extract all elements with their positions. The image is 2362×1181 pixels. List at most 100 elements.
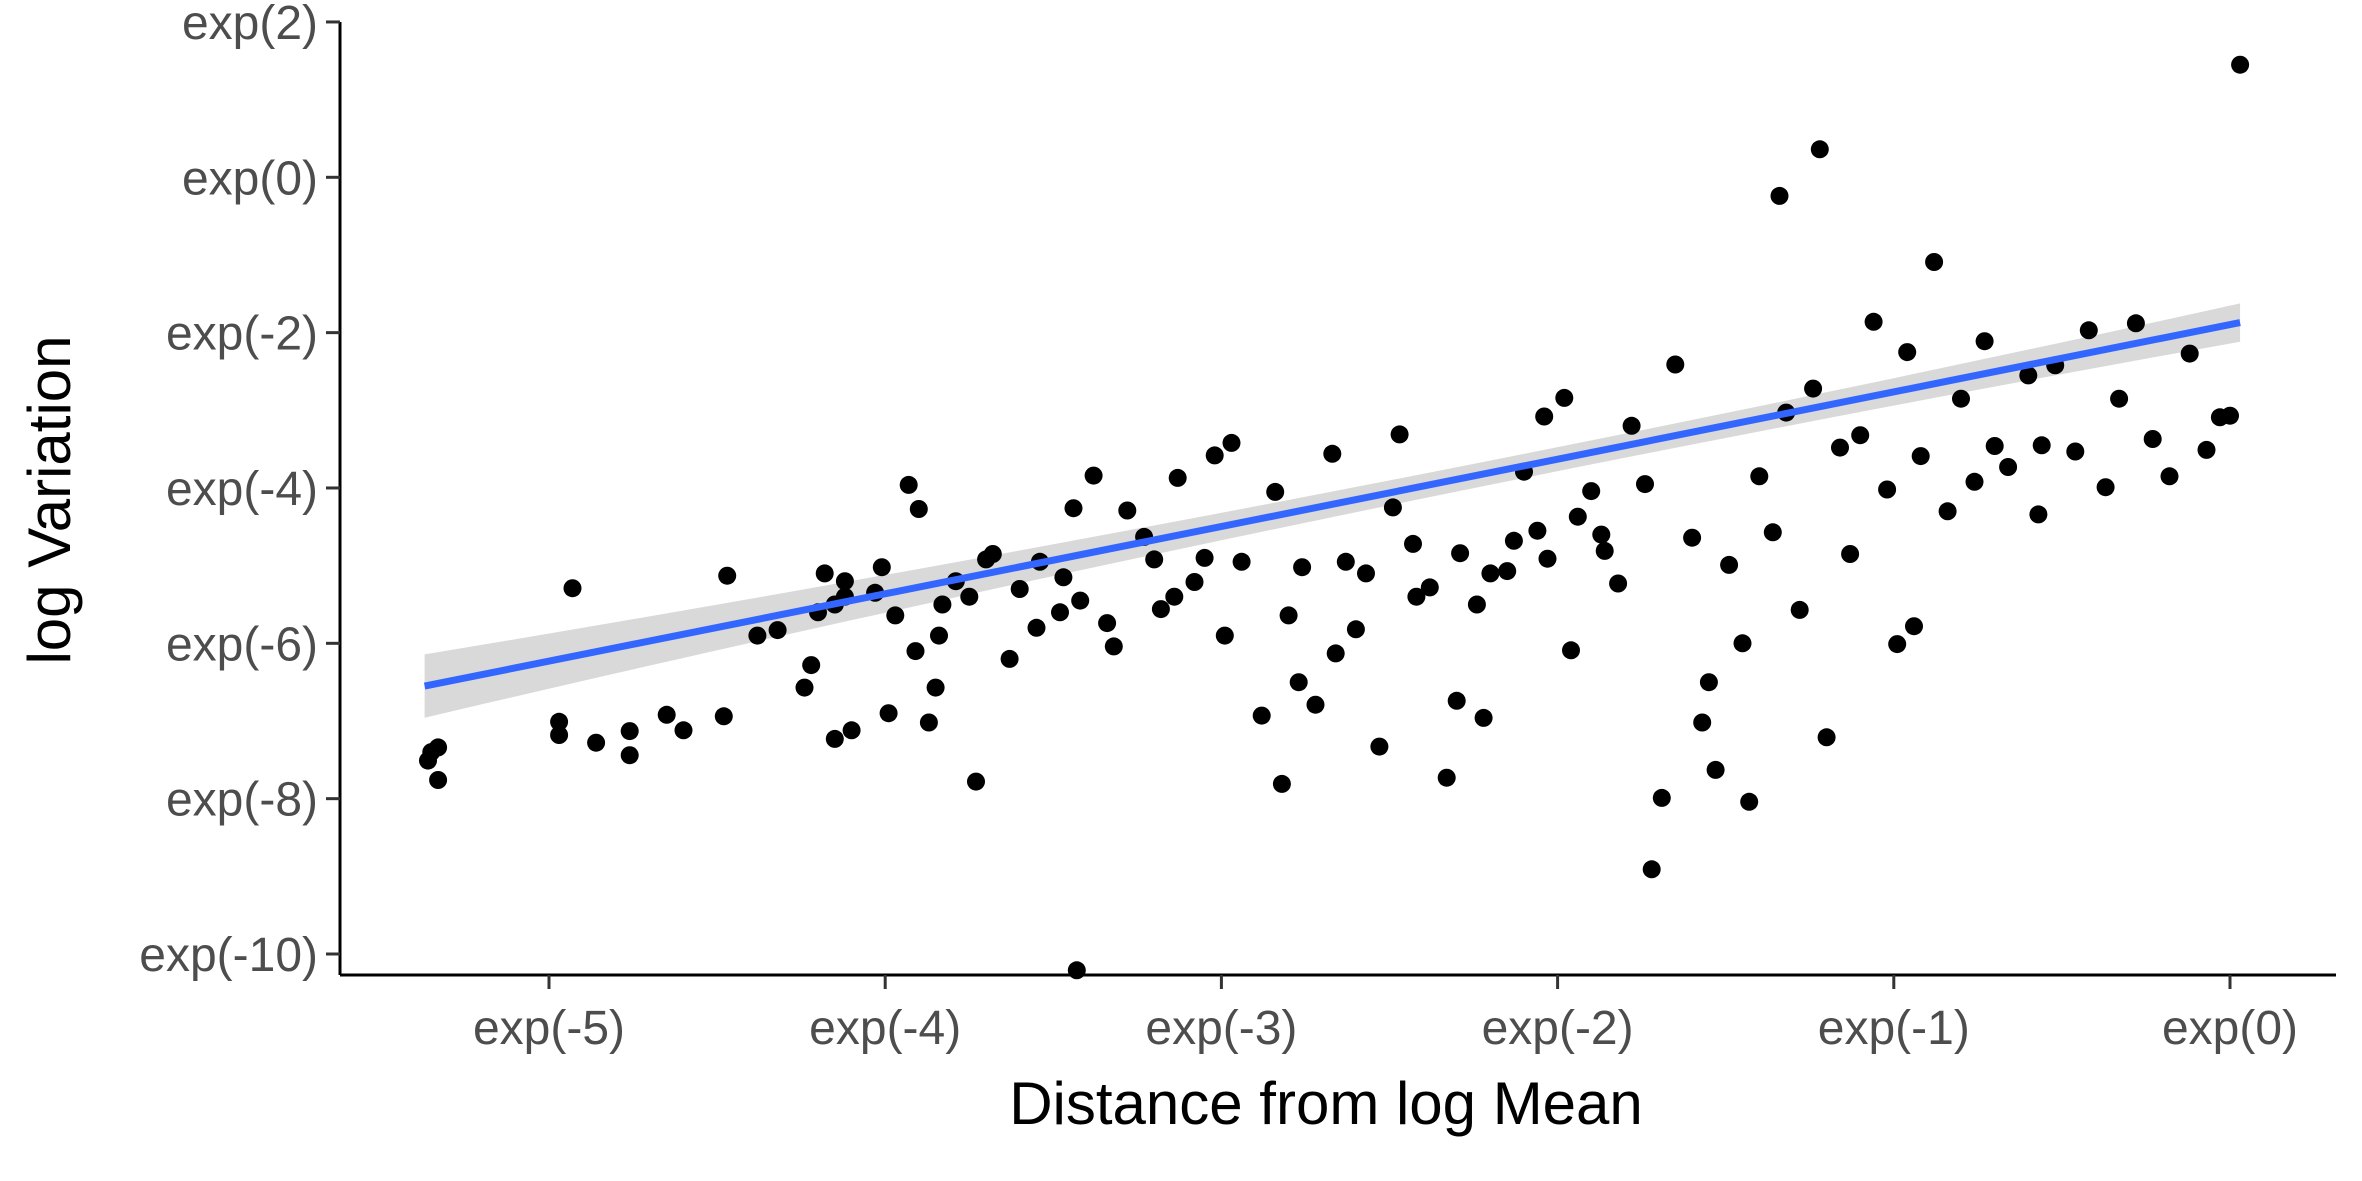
data-point — [1071, 591, 1090, 610]
y-tick-label: exp(-2) — [166, 308, 318, 361]
data-point — [422, 743, 441, 762]
data-point — [1985, 437, 2004, 455]
data-point — [930, 626, 948, 645]
data-point — [1447, 691, 1466, 710]
data-point — [835, 572, 854, 591]
data-point — [1864, 312, 1883, 331]
data-point — [1357, 564, 1375, 583]
data-point — [2079, 321, 2098, 340]
data-point — [1733, 634, 1752, 653]
data-points — [419, 55, 2250, 980]
data-point — [2143, 430, 2162, 448]
data-point — [1952, 389, 1970, 408]
data-point — [1905, 617, 1923, 636]
data-point — [1888, 635, 1907, 654]
data-point — [1067, 961, 1086, 980]
data-point — [1706, 760, 1725, 779]
data-point — [550, 712, 569, 731]
data-point — [2231, 55, 2250, 74]
y-tick-label: exp(0) — [182, 152, 318, 205]
data-point — [2066, 442, 2085, 461]
data-point — [1898, 343, 1917, 362]
data-point — [983, 545, 1002, 563]
data-point — [1272, 774, 1291, 793]
data-point — [1878, 480, 1897, 499]
data-point — [2019, 366, 2038, 385]
data-point — [1205, 446, 1224, 465]
data-point — [1481, 564, 1500, 583]
data-point — [1622, 416, 1641, 435]
data-point — [1222, 433, 1241, 452]
data-point — [1104, 637, 1123, 656]
data-point — [748, 626, 767, 645]
data-point — [550, 726, 569, 744]
data-point — [886, 606, 905, 625]
data-point — [1636, 475, 1654, 494]
data-point — [960, 587, 979, 606]
data-point — [879, 704, 898, 723]
data-point — [1000, 649, 1019, 668]
data-point — [1582, 482, 1601, 501]
data-point — [1666, 355, 1685, 374]
data-point — [563, 579, 582, 598]
data-point — [1535, 407, 1554, 426]
data-point — [1346, 620, 1365, 639]
data-point — [1804, 379, 1823, 398]
data-point — [1763, 523, 1782, 542]
data-point — [1168, 468, 1187, 487]
data-point — [1370, 737, 1389, 756]
x-axis-title: Distance from log Mean — [1009, 1070, 1643, 1137]
data-point — [1336, 552, 1355, 571]
data-point — [1595, 541, 1614, 560]
data-point — [1151, 600, 1170, 619]
data-point — [1390, 425, 1409, 444]
data-point — [1306, 695, 1325, 714]
data-point — [1051, 603, 1069, 622]
data-point — [1504, 531, 1523, 550]
axes — [338, 22, 2336, 977]
data-point — [1437, 768, 1456, 787]
data-point — [2197, 440, 2216, 459]
data-point — [933, 595, 952, 614]
data-point — [1925, 253, 1944, 271]
data-point — [1693, 713, 1712, 732]
data-point — [1938, 502, 1957, 521]
data-point — [1165, 587, 1184, 606]
data-point — [674, 721, 693, 740]
data-point — [2221, 406, 2239, 425]
data-point — [1851, 426, 1870, 445]
data-point — [2126, 314, 2145, 333]
data-point — [1562, 641, 1580, 660]
data-point — [1118, 501, 1137, 520]
y-axis-title: log Variation — [16, 335, 83, 664]
data-point — [1027, 618, 1046, 637]
y-tick-label: exp(-8) — [166, 774, 318, 827]
regression-line — [423, 319, 2241, 690]
data-point — [1467, 595, 1486, 614]
data-point — [1831, 438, 1849, 457]
x-axis-ticks: exp(-5) exp(-4) exp(-3) exp(-2) exp(-1) exp(0… — [473, 975, 2298, 1055]
data-point — [1215, 626, 1234, 645]
data-point — [899, 475, 918, 494]
data-point — [919, 713, 938, 732]
y-tick-label: exp(-4) — [166, 463, 318, 516]
data-point — [1790, 600, 1809, 619]
data-point — [2032, 436, 2051, 455]
data-point — [1999, 458, 2018, 476]
data-point — [1064, 499, 1083, 518]
data-point — [429, 771, 448, 789]
data-point — [1770, 186, 1789, 205]
data-point — [1289, 673, 1308, 692]
data-point — [2110, 389, 2129, 408]
data-point — [1555, 388, 1574, 407]
data-point — [2180, 344, 2199, 363]
data-point — [1185, 573, 1204, 591]
data-point — [1252, 706, 1271, 725]
data-point — [1528, 521, 1547, 540]
y-tick-label: exp(-6) — [166, 618, 318, 671]
data-point — [1841, 545, 1860, 563]
data-point — [1965, 472, 1984, 491]
data-point — [1750, 467, 1769, 486]
data-point — [1609, 574, 1628, 593]
